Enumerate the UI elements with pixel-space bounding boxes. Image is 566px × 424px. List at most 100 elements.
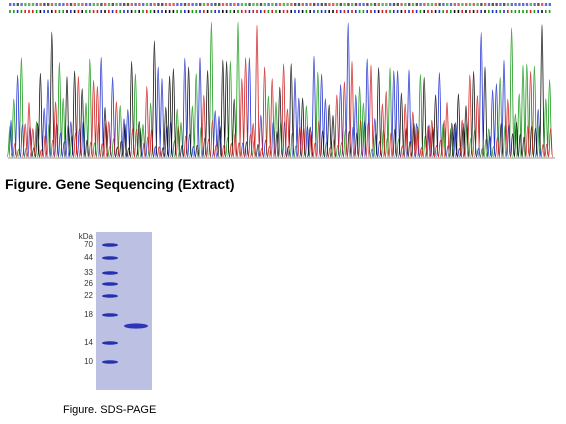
base-call-mark — [153, 10, 156, 13]
trace — [12, 24, 553, 158]
base-call-mark — [336, 10, 338, 13]
sequence-letter — [320, 3, 323, 6]
base-call-mark — [514, 10, 517, 13]
base-call-mark — [13, 10, 15, 13]
base-call-mark — [233, 10, 235, 13]
sequence-letter — [256, 3, 259, 6]
sequence-letter — [472, 3, 475, 6]
sequence-letter — [267, 3, 270, 6]
sequence-letter — [176, 3, 179, 6]
base-call-mark — [58, 10, 61, 13]
base-call-mark — [282, 10, 285, 13]
base-call-mark — [324, 10, 327, 13]
base-call-mark — [389, 10, 391, 13]
sequence-letter — [119, 3, 122, 6]
sequence-letter — [514, 3, 517, 6]
sequence-letter — [240, 3, 244, 6]
base-call-mark — [290, 10, 292, 13]
base-call-mark — [210, 10, 213, 13]
sequence-letter — [69, 3, 73, 6]
sequence-letter — [138, 3, 141, 6]
base-call-mark — [271, 10, 273, 13]
base-call-mark — [446, 10, 448, 13]
sequence-letter — [415, 3, 418, 6]
base-call-mark — [180, 10, 182, 13]
sequence-letter — [480, 3, 483, 6]
sequence-letter — [54, 3, 57, 6]
sequence-letter — [362, 3, 365, 6]
sequence-letter — [495, 3, 498, 6]
sequence-letter — [343, 3, 346, 6]
base-call-mark — [301, 10, 304, 13]
sequence-letter — [449, 3, 453, 6]
gel-background — [96, 232, 152, 390]
sequence-letter — [484, 3, 487, 6]
base-call-mark — [294, 10, 296, 13]
base-call-mark — [16, 10, 19, 13]
sequence-letter — [229, 3, 232, 6]
sequence-letter — [427, 3, 430, 6]
base-call-mark — [138, 10, 140, 13]
sequence-letter — [423, 3, 426, 6]
base-call-mark — [225, 10, 228, 13]
sequence-letter — [214, 3, 217, 6]
sequence-letter — [404, 3, 407, 6]
base-call-mark — [465, 10, 467, 13]
base-call-mark — [351, 10, 353, 13]
sequence-letter — [438, 3, 441, 6]
sequence-letter — [43, 3, 46, 6]
sequence-letter — [39, 3, 42, 6]
base-call-mark — [476, 10, 479, 13]
base-call-mark — [419, 10, 422, 13]
base-call-mark — [241, 10, 243, 13]
base-call-mark — [328, 10, 330, 13]
base-call-mark — [20, 10, 23, 13]
base-call-mark — [218, 10, 220, 13]
sequence-letter — [400, 3, 403, 6]
base-call-mark — [119, 10, 121, 13]
sequence-letter — [104, 3, 107, 6]
sequence-letter — [282, 3, 285, 6]
ladder-band — [102, 256, 118, 260]
base-call-mark — [77, 10, 80, 13]
sequence-letter — [20, 3, 23, 6]
sequence-letter — [73, 3, 76, 6]
sequence-letter — [271, 3, 274, 6]
sequence-letter — [316, 3, 320, 6]
base-call-mark — [176, 10, 178, 13]
base-call-mark — [229, 10, 232, 13]
sequence-letter — [62, 3, 65, 6]
sequence-letter — [446, 3, 449, 6]
sequence-letter — [499, 3, 502, 6]
sequence-letter — [16, 3, 19, 6]
base-call-mark — [130, 10, 133, 13]
sequence-letter — [168, 3, 171, 6]
sequence-letter — [328, 3, 331, 6]
base-call-mark — [43, 10, 45, 13]
sequence-letter — [525, 3, 529, 6]
sequence-letter — [202, 3, 206, 6]
sequence-letter — [339, 3, 342, 6]
base-call-mark — [35, 10, 38, 13]
base-call-mark — [385, 10, 387, 13]
sequence-letter — [332, 3, 335, 6]
marker-label: 14 — [84, 338, 93, 347]
sequence-letter — [529, 3, 532, 6]
base-call-mark — [484, 10, 486, 13]
base-call-mark — [431, 10, 433, 13]
base-call-mark — [320, 10, 323, 13]
sequence-letter — [290, 3, 293, 6]
base-call-mark — [415, 10, 418, 13]
sequence-letter — [233, 3, 236, 6]
sequence-letter — [237, 3, 240, 6]
base-call-mark — [9, 10, 11, 13]
base-call-mark — [62, 10, 64, 13]
sequence-letter — [88, 3, 92, 6]
sequence-letter — [347, 3, 350, 6]
trace — [6, 21, 553, 158]
base-call-mark — [252, 10, 254, 13]
sequence-letter — [157, 3, 160, 6]
base-call-mark — [39, 10, 42, 13]
sequence-letter — [142, 3, 145, 6]
base-call-mark — [275, 10, 277, 13]
